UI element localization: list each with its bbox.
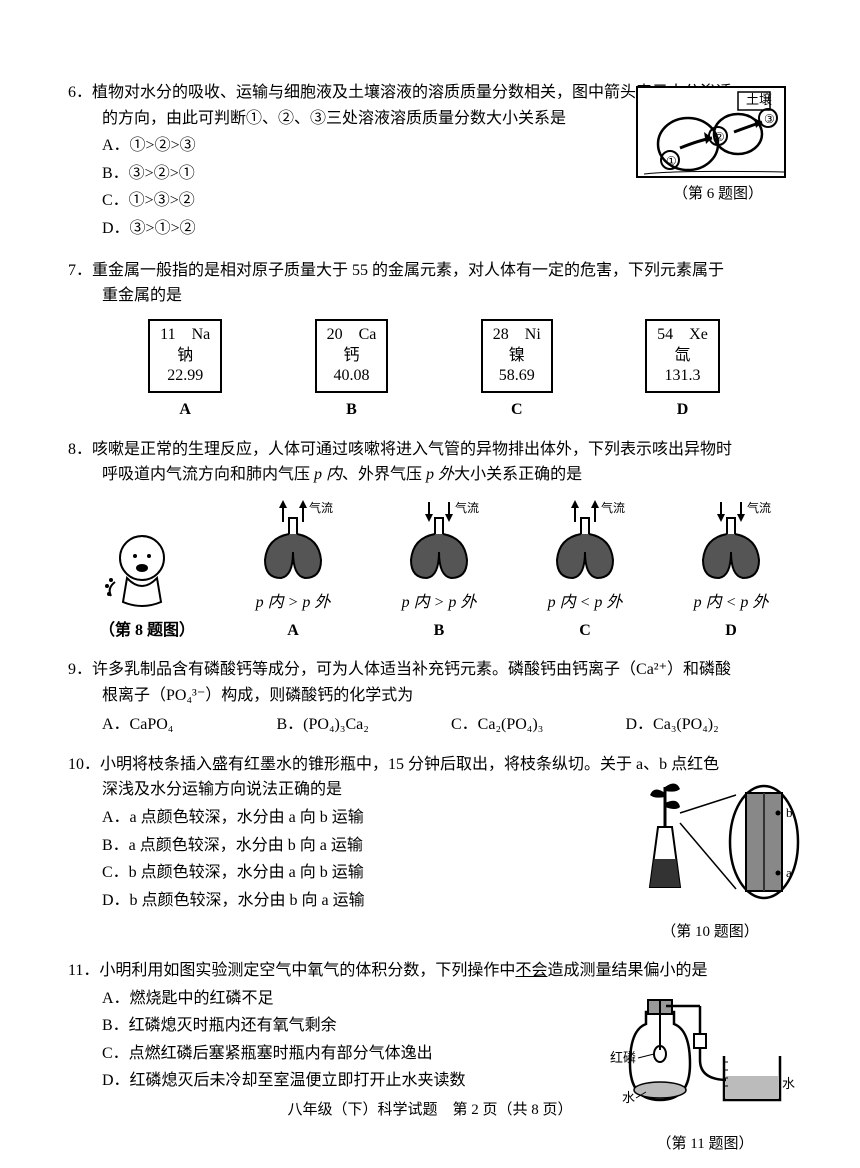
soil-label: 土壌 [746, 92, 772, 107]
q10-stem-line1: 10．小明将枝条插入盛有红墨水的锥形瓶中，15 分钟后取出，将枝条纵切。关于 a… [68, 752, 800, 778]
svg-text:红磷: 红磷 [610, 1050, 636, 1065]
q9-option-d: D．Ca₃(PO₄)₂ [626, 712, 801, 738]
relation-d: p 内 < p 外 [662, 590, 800, 616]
q6-figure-caption: （第 6 题图） [636, 182, 800, 206]
lung-option-a: 气流 p 内 > p 外 A [224, 496, 362, 643]
q6-option-d: D．③>①>② [102, 216, 800, 242]
q7-stem-line2: 重金属的是 [68, 283, 800, 309]
svg-text:b: b [786, 805, 793, 820]
lung-option-b: 气流 p 内 > p 外 B [370, 496, 508, 643]
page-footer: 八年级（下）科学试题 第 2 页（共 8 页） [0, 1098, 860, 1122]
svg-text:②: ② [714, 130, 725, 144]
element-box-a: 11 Na钠22.99 A [148, 319, 222, 423]
svg-text:水: 水 [782, 1076, 795, 1091]
svg-text:①: ① [666, 154, 677, 168]
q8-figure-caption: （第 8 题图） [78, 618, 216, 644]
lung-option-d: 气流 p 内 < p 外 D [662, 496, 800, 643]
question-10: 10．小明将枝条插入盛有红墨水的锥形瓶中，15 分钟后取出，将枝条纵切。关于 a… [68, 752, 800, 944]
q7-element-boxes: 11 Na钠22.99 A 20 Ca钙40.08 B 28 Ni镍58.69 … [68, 319, 800, 423]
svg-text:③: ③ [764, 112, 775, 126]
relation-a: p 内 > p 外 [224, 590, 362, 616]
q9-option-c: C．Ca₂(PO₄)₃ [451, 712, 626, 738]
svg-text:气流: 气流 [309, 500, 333, 515]
q11-number: 11． [68, 962, 99, 979]
q10-figure-caption: （第 10 题图） [620, 920, 800, 944]
q6-figure: 土壌 ① ② ③ [636, 86, 786, 178]
svg-text:气流: 气流 [747, 500, 771, 515]
q10-figure: b a [620, 777, 800, 907]
q6-number: 6． [68, 84, 92, 101]
q9-option-b: B．(PO₄)₃Ca₂ [277, 712, 452, 738]
q11-figure-block: 红磷 水 水 （第 11 题图） [610, 990, 800, 1157]
question-8: 8．咳嗽是正常的生理反应，人体可通过咳嗽将进入气管的异物排出体外，下列表示咳出异… [68, 437, 800, 643]
q8-stem-line1: 8．咳嗽是正常的生理反应，人体可通过咳嗽将进入气管的异物排出体外，下列表示咳出异… [68, 437, 800, 463]
svg-text:a: a [786, 865, 792, 880]
lung-option-c: 气流 p 内 < p 外 C [516, 496, 654, 643]
q9-option-a: A．CaPO₄ [102, 712, 277, 738]
q10-number: 10． [68, 756, 100, 773]
q6-figure-block: 土壌 ① ② ③ （第 6 题图） [636, 86, 800, 206]
q7-number: 7． [68, 262, 92, 279]
q10-figure-block: b a （第 10 题图） [620, 777, 800, 944]
relation-b: p 内 > p 外 [370, 590, 508, 616]
q8-cough-figure: （第 8 题图） [78, 524, 216, 644]
q8-figure-row: （第 8 题图） 气流 p 内 > p 外 A 气流 p 内 > p 外 B 气… [68, 496, 800, 643]
q9-options: A．CaPO₄ B．(PO₄)₃Ca₂ C．Ca₂(PO₄)₃ D．Ca₃(PO… [68, 712, 800, 738]
svg-text:气流: 气流 [601, 500, 625, 515]
question-11: 11．小明利用如图实验测定空气中氧气的体积分数，下列操作中不会造成测量结果偏小的… [68, 958, 800, 1156]
q11-stem-line1: 11．小明利用如图实验测定空气中氧气的体积分数，下列操作中不会造成测量结果偏小的… [68, 958, 800, 984]
relation-c: p 内 < p 外 [516, 590, 654, 616]
q9-stem-line2: 根离子（PO₄³⁻）构成，则磷酸钙的化学式为 [68, 683, 800, 709]
element-box-b: 20 Ca钙40.08 B [315, 319, 389, 423]
question-6: 6．植物对水分的吸收、运输与细胞液及土壤溶液的溶质质量分数相关，图中箭头表示水分… [68, 80, 800, 244]
question-7: 7．重金属一般指的是相对原子质量大于 55 的金属元素，对人体有一定的危害，下列… [68, 258, 800, 423]
q9-number: 9． [68, 661, 92, 678]
element-box-c: 28 Ni镍58.69 C [481, 319, 553, 423]
q8-stem-line2: 呼吸道内气流方向和肺内气压 p 内、外界气压 p 外大小关系正确的是 [68, 462, 800, 488]
q8-number: 8． [68, 441, 92, 458]
q9-stem-line1: 9．许多乳制品含有磷酸钙等成分，可为人体适当补充钙元素。磷酸钙由钙离子（Ca²⁺… [68, 657, 800, 683]
q11-figure-caption: （第 11 题图） [610, 1132, 800, 1156]
svg-text:气流: 气流 [455, 500, 479, 515]
element-box-d: 54 Xe氙131.3 D [645, 319, 720, 423]
question-9: 9．许多乳制品含有磷酸钙等成分，可为人体适当补充钙元素。磷酸钙由钙离子（Ca²⁺… [68, 657, 800, 738]
q7-stem-line1: 7．重金属一般指的是相对原子质量大于 55 的金属元素，对人体有一定的危害，下列… [68, 258, 800, 284]
